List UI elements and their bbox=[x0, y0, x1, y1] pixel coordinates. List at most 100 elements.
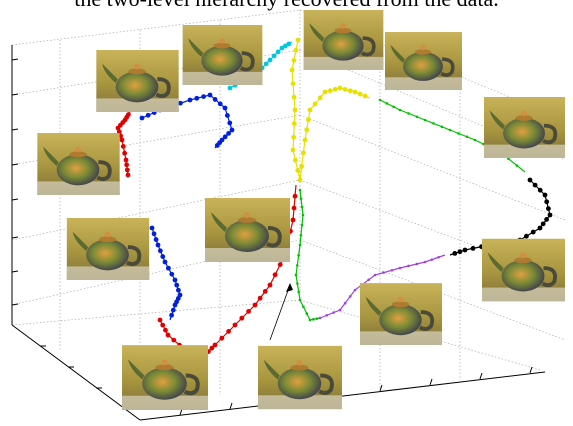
thumbnail bbox=[37, 133, 120, 195]
marker bbox=[415, 115, 419, 119]
marker bbox=[540, 221, 546, 227]
marker bbox=[201, 94, 207, 99]
marker bbox=[267, 282, 273, 288]
marker bbox=[171, 337, 177, 343]
marker bbox=[290, 81, 296, 86]
marker bbox=[327, 88, 333, 94]
marker bbox=[297, 253, 300, 257]
marker bbox=[338, 308, 342, 312]
marker bbox=[306, 117, 311, 122]
marker bbox=[149, 225, 155, 231]
marker bbox=[367, 278, 370, 282]
marker bbox=[332, 311, 335, 314]
marker bbox=[390, 268, 394, 272]
marker bbox=[222, 134, 228, 140]
marker bbox=[267, 57, 273, 63]
thumbnail bbox=[385, 30, 462, 92]
marker bbox=[440, 125, 444, 129]
marker bbox=[301, 213, 305, 217]
marker bbox=[544, 217, 549, 222]
marker bbox=[279, 45, 285, 51]
marker bbox=[507, 157, 510, 161]
marker bbox=[515, 164, 519, 167]
marker bbox=[263, 61, 269, 67]
marker bbox=[298, 243, 302, 247]
thumbnail bbox=[483, 97, 566, 158]
marker bbox=[219, 335, 225, 341]
marker bbox=[227, 85, 233, 91]
marker bbox=[292, 107, 298, 113]
marker bbox=[166, 265, 171, 271]
caption: the two-level hierarchy recovered from t… bbox=[0, 0, 573, 12]
marker bbox=[157, 317, 163, 323]
marker bbox=[473, 138, 477, 142]
marker bbox=[176, 287, 181, 293]
marker bbox=[160, 254, 166, 259]
marker bbox=[257, 295, 263, 301]
marker bbox=[212, 97, 218, 102]
marker bbox=[315, 317, 319, 320]
marker bbox=[302, 305, 305, 309]
marker bbox=[430, 258, 434, 261]
marker bbox=[212, 342, 218, 348]
marker bbox=[120, 144, 126, 149]
marker bbox=[169, 312, 175, 318]
thumbnail bbox=[205, 198, 290, 262]
marker bbox=[423, 260, 427, 264]
marker bbox=[174, 282, 180, 288]
marker bbox=[373, 273, 377, 277]
marker bbox=[151, 231, 157, 237]
marker bbox=[123, 157, 129, 163]
marker bbox=[462, 247, 468, 253]
marker bbox=[290, 147, 296, 153]
marker bbox=[325, 313, 329, 317]
marker bbox=[353, 288, 357, 292]
marker bbox=[297, 290, 301, 294]
marker bbox=[378, 98, 382, 102]
marker bbox=[291, 134, 297, 140]
thumbnail bbox=[482, 238, 565, 302]
marker bbox=[524, 233, 529, 239]
marker bbox=[407, 264, 410, 268]
marker bbox=[547, 212, 553, 218]
marker bbox=[532, 182, 538, 188]
marker bbox=[124, 162, 130, 168]
marker bbox=[219, 137, 225, 143]
thumbnail bbox=[180, 25, 265, 85]
marker bbox=[470, 246, 476, 251]
marker bbox=[301, 150, 306, 156]
marker bbox=[342, 86, 348, 92]
marker bbox=[352, 89, 358, 95]
marker bbox=[295, 37, 301, 43]
marker bbox=[157, 248, 163, 254]
marker bbox=[209, 345, 215, 351]
marker bbox=[162, 259, 168, 265]
marker bbox=[382, 271, 385, 274]
marker bbox=[452, 251, 458, 256]
thumbnail bbox=[66, 218, 150, 280]
marker bbox=[275, 49, 281, 55]
thumbnail bbox=[302, 10, 385, 70]
marker bbox=[465, 135, 469, 139]
marker bbox=[119, 137, 125, 143]
trajectories bbox=[115, 37, 553, 358]
marker bbox=[337, 85, 343, 91]
thumbnail bbox=[95, 50, 180, 112]
marker bbox=[300, 223, 304, 227]
marker bbox=[297, 177, 303, 183]
marker bbox=[172, 277, 178, 283]
marker bbox=[227, 120, 233, 126]
marker bbox=[169, 271, 175, 277]
marker bbox=[291, 205, 297, 211]
marker bbox=[170, 307, 176, 313]
marker bbox=[125, 172, 131, 178]
marker bbox=[222, 105, 228, 111]
marker bbox=[290, 217, 296, 223]
marker bbox=[207, 92, 213, 98]
marker bbox=[357, 91, 363, 97]
marker bbox=[163, 327, 168, 333]
marker bbox=[295, 264, 299, 267]
marker bbox=[178, 100, 183, 106]
